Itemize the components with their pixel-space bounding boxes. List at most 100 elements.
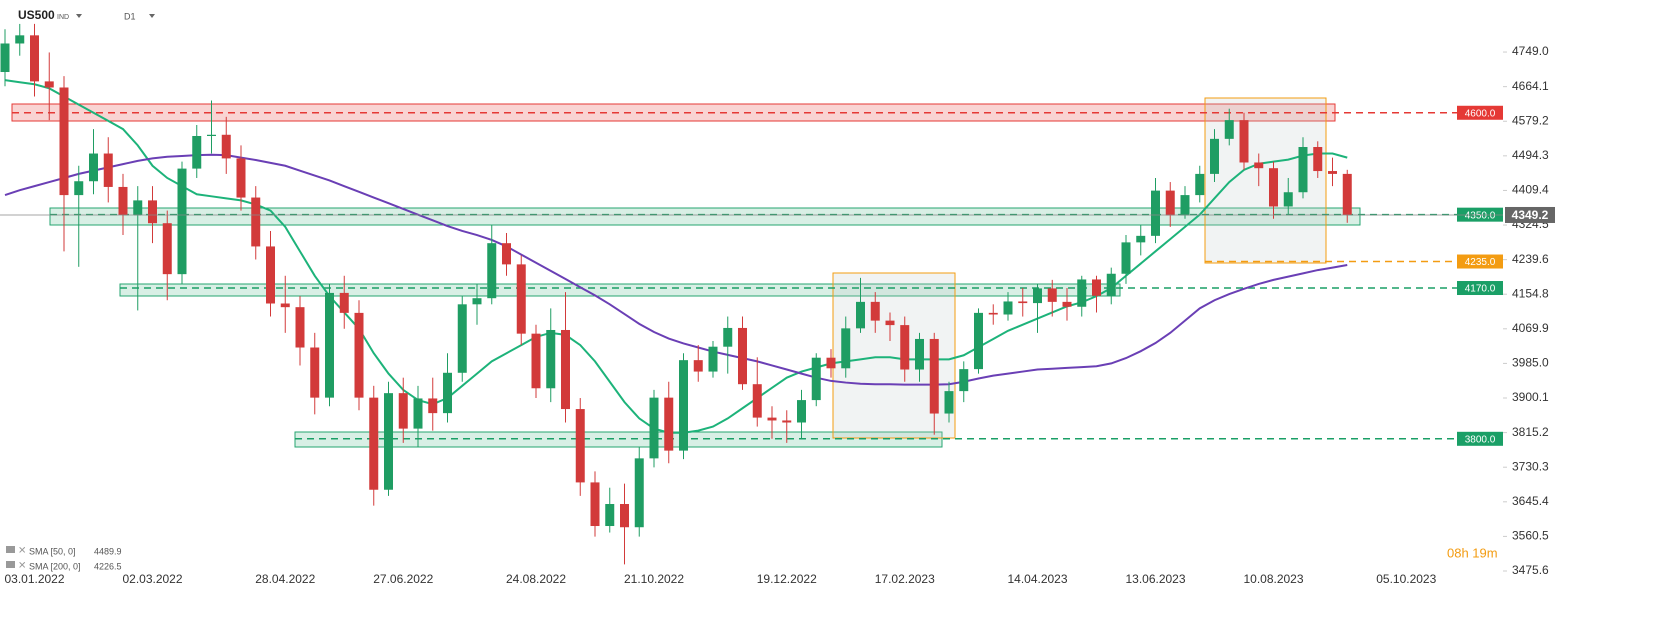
legend-icon[interactable] (6, 546, 15, 553)
level-label: 4600.0 (1465, 108, 1496, 119)
candle-body (487, 243, 497, 299)
y-tick-label: 4154.8 (1512, 286, 1549, 300)
x-tick-label: 19.12.2022 (757, 572, 817, 586)
candle-body (1283, 192, 1293, 207)
y-tick-label: 4664.1 (1512, 79, 1549, 93)
candle-body (207, 134, 216, 136)
x-tick-label: 14.04.2023 (1007, 572, 1067, 586)
candle-body (310, 347, 320, 398)
y-tick-label: 3645.4 (1512, 494, 1549, 508)
candle-body (1313, 147, 1323, 172)
level-label-box (1457, 281, 1503, 296)
candle-body (1121, 242, 1131, 274)
candle-body (870, 301, 880, 321)
candle-body (634, 458, 644, 528)
legend-value: 4226.5 (94, 561, 122, 571)
x-tick-label: 13.06.2023 (1125, 572, 1185, 586)
sma-line (4, 79, 1348, 434)
y-tick-label: 4494.3 (1512, 148, 1549, 162)
candle-body (413, 398, 423, 429)
candle-body (266, 246, 275, 304)
candle-body (472, 298, 482, 305)
y-tick-label: 3560.5 (1512, 529, 1549, 543)
candle-body (369, 397, 379, 490)
candle-body (826, 357, 836, 369)
candle-body (575, 409, 585, 483)
interval[interactable]: D1 (124, 11, 136, 21)
candle-body (620, 504, 629, 528)
legend-close[interactable]: ✕ (18, 561, 26, 572)
candle-body (664, 397, 674, 451)
candle-body (1239, 120, 1249, 163)
support-zone (49, 207, 1361, 226)
level-label-box (1457, 105, 1503, 120)
candle-body (30, 35, 39, 82)
x-tick-label: 17.02.2023 (875, 572, 935, 586)
candle-body (561, 329, 570, 410)
x-tick-label: 10.08.2023 (1243, 572, 1303, 586)
candle-body (738, 327, 747, 385)
candle-body (74, 181, 84, 196)
candle-body (929, 338, 939, 414)
candle-body (59, 87, 69, 196)
candle-body (546, 329, 556, 389)
candle-body (162, 223, 172, 275)
price-label-box (1505, 206, 1555, 223)
level-label: 4235.0 (1465, 257, 1496, 268)
y-tick-label: 3475.6 (1512, 563, 1549, 577)
candle-body (0, 43, 10, 73)
y-tick-label: 4069.9 (1512, 321, 1549, 335)
candle-body (1077, 279, 1087, 307)
symbol-dropdown[interactable] (76, 14, 82, 18)
candle-body (89, 153, 98, 182)
y-tick-label: 3900.1 (1512, 390, 1549, 404)
candle-body (1151, 190, 1160, 236)
candle-body (221, 134, 231, 159)
candle-body (1136, 235, 1146, 243)
y-tick-label: 3985.0 (1512, 356, 1549, 370)
candle-body (443, 372, 452, 414)
candle-body (782, 420, 792, 423)
candle-body (325, 292, 334, 398)
candle-body (605, 504, 615, 527)
legend-close[interactable]: ✕ (18, 546, 26, 557)
candle-body (531, 333, 541, 389)
candle-body (44, 81, 54, 88)
candle-body (944, 391, 954, 414)
candle-body (590, 482, 600, 527)
candle-body (133, 200, 143, 216)
candle-body (1224, 120, 1234, 139)
interval-dropdown[interactable] (149, 14, 155, 18)
symbol[interactable]: US500 (18, 8, 55, 22)
candle-body (767, 417, 777, 421)
candle-body (280, 303, 290, 308)
candle-body (900, 325, 910, 370)
candle-body (915, 338, 924, 370)
legend-icon[interactable] (6, 561, 15, 568)
candle-body (752, 384, 762, 418)
y-tick-label: 3815.2 (1512, 425, 1549, 439)
candle-body (1342, 173, 1352, 215)
candle-body (148, 200, 157, 224)
level-label: 3800.0 (1465, 434, 1496, 445)
candle-body (1254, 162, 1264, 169)
candle-body (723, 327, 733, 347)
candle-body (502, 243, 511, 265)
candle-body (1165, 190, 1175, 216)
candle-body (1195, 173, 1205, 196)
candle-body (1180, 195, 1190, 216)
x-tick-label: 24.08.2022 (506, 572, 566, 586)
candle-body (15, 35, 25, 44)
candle-body (118, 186, 128, 216)
candle-body (885, 320, 895, 326)
y-tick-label: 4239.6 (1512, 252, 1549, 266)
x-tick-label: 27.06.2022 (373, 572, 433, 586)
candle-body (1210, 138, 1219, 174)
candle-body (354, 312, 364, 398)
candle-body (693, 360, 703, 372)
candle-body (1328, 171, 1337, 174)
candle-body (679, 360, 688, 451)
candle-body (1003, 301, 1013, 315)
